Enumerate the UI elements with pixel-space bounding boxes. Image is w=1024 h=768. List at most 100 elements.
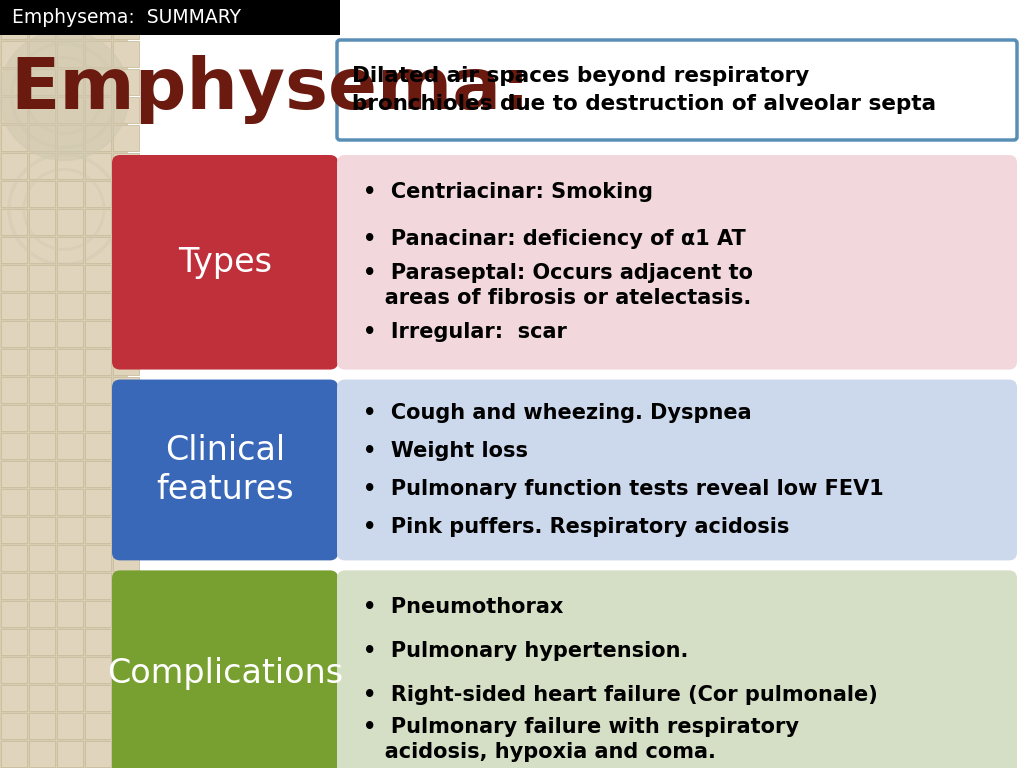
Bar <box>1 433 27 459</box>
Bar <box>85 433 111 459</box>
Bar <box>113 181 139 207</box>
Bar <box>113 685 139 711</box>
Bar <box>1 741 27 767</box>
Bar <box>29 125 55 151</box>
Bar <box>85 69 111 95</box>
Bar <box>29 13 55 39</box>
Bar <box>57 517 83 543</box>
Bar <box>57 293 83 319</box>
Bar <box>1 293 27 319</box>
FancyBboxPatch shape <box>337 40 1017 140</box>
Bar <box>1 13 27 39</box>
Bar <box>1 265 27 291</box>
Bar <box>29 713 55 739</box>
Bar <box>29 405 55 431</box>
Bar <box>57 125 83 151</box>
Text: •  Pink puffers. Respiratory acidosis: • Pink puffers. Respiratory acidosis <box>362 518 790 538</box>
Bar <box>29 265 55 291</box>
Bar <box>85 741 111 767</box>
Text: Emphysema:: Emphysema: <box>10 55 530 124</box>
Bar <box>113 573 139 599</box>
Bar <box>113 349 139 375</box>
Bar <box>29 489 55 515</box>
FancyBboxPatch shape <box>337 379 1017 561</box>
Bar <box>85 573 111 599</box>
Bar <box>128 35 1024 768</box>
Bar <box>57 489 83 515</box>
FancyBboxPatch shape <box>337 155 1017 369</box>
Bar <box>1 629 27 655</box>
Bar <box>57 545 83 571</box>
Bar <box>1 517 27 543</box>
Bar <box>113 601 139 627</box>
Bar <box>57 237 83 263</box>
Bar <box>85 545 111 571</box>
Bar <box>57 741 83 767</box>
Bar <box>29 181 55 207</box>
Bar <box>29 377 55 403</box>
Bar <box>29 293 55 319</box>
Bar <box>57 349 83 375</box>
Text: •  Pulmonary hypertension.: • Pulmonary hypertension. <box>362 641 688 661</box>
FancyBboxPatch shape <box>112 571 338 768</box>
Bar <box>1 573 27 599</box>
Bar <box>1 545 27 571</box>
Bar <box>1 125 27 151</box>
FancyBboxPatch shape <box>337 571 1017 768</box>
Bar <box>57 685 83 711</box>
Text: •  Pulmonary failure with respiratory
   acidosis, hypoxia and coma.: • Pulmonary failure with respiratory aci… <box>362 717 799 763</box>
Bar <box>29 153 55 179</box>
Bar <box>85 489 111 515</box>
Text: •  Panacinar: deficiency of α1 AT: • Panacinar: deficiency of α1 AT <box>362 229 745 249</box>
Bar <box>85 293 111 319</box>
Bar <box>29 209 55 235</box>
Bar <box>29 41 55 67</box>
Bar <box>0 35 128 768</box>
Bar <box>85 181 111 207</box>
Bar <box>57 657 83 683</box>
Bar <box>113 13 139 39</box>
Bar <box>57 713 83 739</box>
Bar <box>0 0 340 35</box>
Bar <box>85 13 111 39</box>
Bar <box>113 629 139 655</box>
Bar <box>113 321 139 347</box>
Text: Types: Types <box>178 246 272 279</box>
Bar <box>29 545 55 571</box>
Bar <box>57 153 83 179</box>
Bar <box>85 209 111 235</box>
Bar <box>113 433 139 459</box>
Bar <box>29 69 55 95</box>
Bar <box>1 69 27 95</box>
Text: Dilated air spaces beyond respiratory
bronchioles due to destruction of alveolar: Dilated air spaces beyond respiratory br… <box>352 66 936 114</box>
Bar <box>29 349 55 375</box>
Bar <box>29 629 55 655</box>
Bar <box>85 601 111 627</box>
Bar <box>85 265 111 291</box>
Bar <box>1 405 27 431</box>
Bar <box>85 321 111 347</box>
Bar <box>57 629 83 655</box>
Bar <box>113 153 139 179</box>
Bar <box>1 237 27 263</box>
Text: •  Paraseptal: Occurs adjacent to
   areas of fibrosis or atelectasis.: • Paraseptal: Occurs adjacent to areas o… <box>362 263 753 309</box>
Bar <box>113 741 139 767</box>
Text: •  Weight loss: • Weight loss <box>362 441 528 461</box>
Circle shape <box>0 31 129 161</box>
Bar <box>1 41 27 67</box>
Bar <box>29 237 55 263</box>
Bar <box>113 405 139 431</box>
Bar <box>1 349 27 375</box>
Text: Clinical
features: Clinical features <box>157 435 294 505</box>
Text: •  Cough and wheezing. Dyspnea: • Cough and wheezing. Dyspnea <box>362 402 752 422</box>
Bar <box>57 181 83 207</box>
Text: •  Irregular:  scar: • Irregular: scar <box>362 323 567 343</box>
Bar <box>85 685 111 711</box>
Bar <box>57 13 83 39</box>
Bar <box>57 321 83 347</box>
Bar <box>113 377 139 403</box>
Bar <box>29 741 55 767</box>
Bar <box>113 265 139 291</box>
Bar <box>85 517 111 543</box>
Bar <box>29 573 55 599</box>
